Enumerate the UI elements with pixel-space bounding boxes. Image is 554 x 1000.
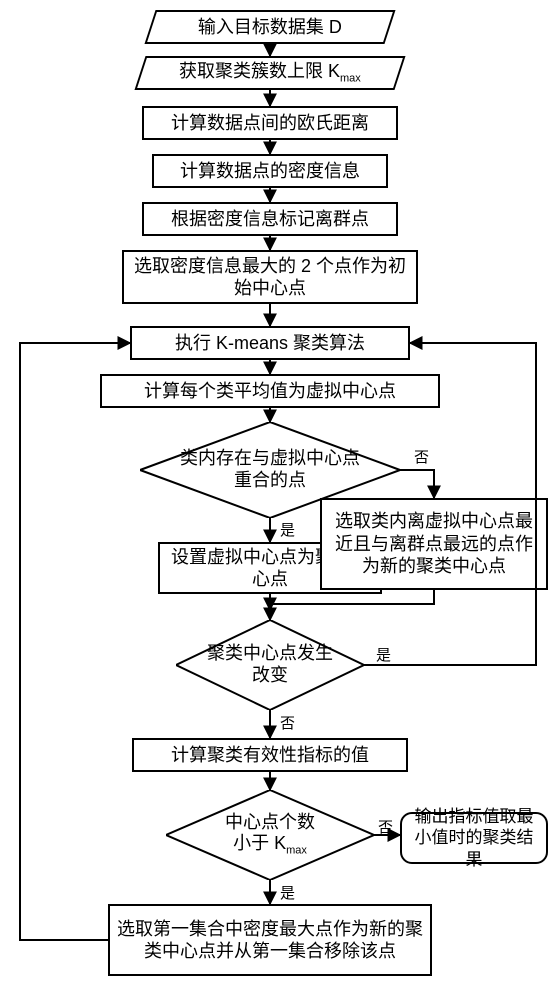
flow-label: 计算每个类平均值为虚拟中心点 (144, 380, 396, 403)
flow-decision-center-changed: 聚类中心点发生改变 (176, 620, 364, 710)
flow-node-calc-virtual-center: 计算每个类平均值为虚拟中心点 (100, 374, 440, 408)
flow-node-pick-initial-centers: 选取密度信息最大的 2 个点作为初始中心点 (122, 250, 418, 304)
edge-label-no: 否 (414, 446, 429, 467)
flow-label: 计算数据点间的欧氏距离 (171, 112, 369, 135)
edge-label-no: 否 (280, 712, 295, 733)
flow-label: 输出指标值取最小值时的聚类结果 (408, 806, 540, 870)
edge-label-yes: 是 (280, 882, 295, 903)
flow-label: 执行 K-means 聚类算法 (175, 332, 365, 355)
flow-node-run-kmeans: 执行 K-means 聚类算法 (130, 326, 410, 360)
flow-node-calc-euclidean: 计算数据点间的欧氏距离 (142, 106, 398, 140)
flow-label: 根据密度信息标记离群点 (171, 208, 369, 231)
flow-node-calc-validity: 计算聚类有效性指标的值 (132, 738, 408, 772)
flow-node-mark-outliers: 根据密度信息标记离群点 (142, 202, 398, 236)
flow-node-get-kmax: 获取聚类簇数上限 Kmax (134, 56, 405, 90)
edge-label-no: 否 (378, 816, 393, 837)
flow-label: 类内存在与虚拟中心点重合的点 (179, 448, 361, 491)
flow-label: 输入目标数据集 D (198, 16, 342, 39)
flow-label: 聚类中心点发生改变 (204, 643, 336, 686)
flow-node-input-dataset: 输入目标数据集 D (144, 10, 395, 44)
flow-node-pick-new-center: 选取第一集合中密度最大点作为新的聚类中心点并从第一集合移除该点 (108, 904, 432, 976)
flow-label: 选取第一集合中密度最大点作为新的聚类中心点并从第一集合移除该点 (116, 918, 424, 963)
flow-label: 中心点个数小于 Kmax (225, 812, 315, 858)
flow-label: 选取密度信息最大的 2 个点作为初始中心点 (130, 255, 410, 300)
flow-label: 计算数据点的密度信息 (180, 160, 360, 183)
flow-label: 计算聚类有效性指标的值 (171, 744, 369, 767)
flow-node-output-result: 输出指标值取最小值时的聚类结果 (400, 812, 548, 864)
edge-label-yes: 是 (376, 644, 391, 665)
edge-label-yes: 是 (280, 519, 295, 540)
flow-node-calc-density: 计算数据点的密度信息 (152, 154, 388, 188)
flow-decision-count-lt-kmax: 中心点个数小于 Kmax (166, 790, 374, 880)
flow-label: 选取类内离虚拟中心点最近且与离群点最远的点作为新的聚类中心点 (328, 510, 540, 578)
flow-node-pick-alt-center: 选取类内离虚拟中心点最近且与离群点最远的点作为新的聚类中心点 (320, 498, 548, 590)
flow-label: 获取聚类簇数上限 Kmax (179, 60, 361, 86)
